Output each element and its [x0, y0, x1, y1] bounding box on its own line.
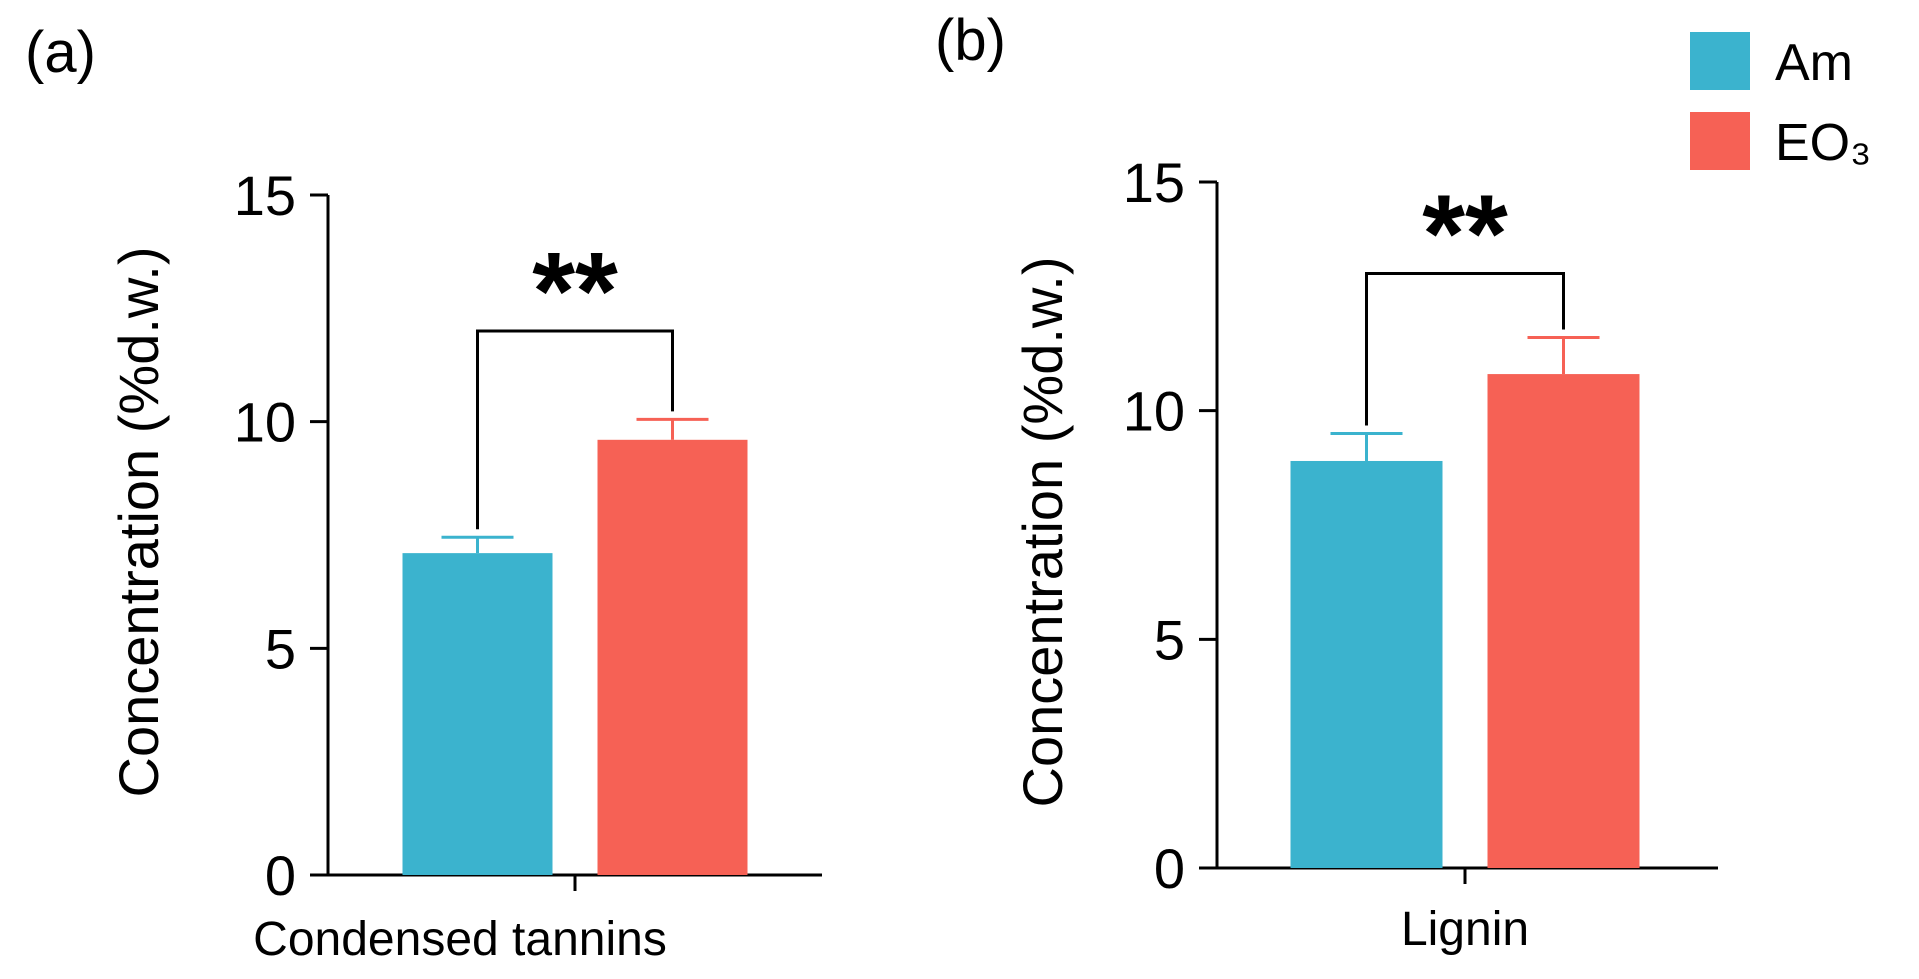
panel-a-y-tick-label: 10	[234, 391, 296, 454]
panel-a-ylabel: Concentration (%d.w.)	[107, 247, 170, 798]
panel-a-significance-label: **	[532, 230, 618, 353]
panel-a-plot: 0 5 10 15 **	[234, 164, 822, 907]
panel-b-bar-am	[1290, 460, 1443, 868]
panel-a-bar-am	[402, 553, 553, 875]
panel-b-y-tick-label: 5	[1154, 608, 1185, 671]
panel-b-y-tick-label: 15	[1123, 151, 1185, 214]
legend: Am EO₃	[1690, 32, 1871, 172]
legend-label-am: Am	[1775, 34, 1853, 92]
panel-b-label: (b)	[935, 8, 1006, 73]
panel-a-y-tick-label: 0	[265, 844, 296, 907]
legend-swatch-am	[1690, 32, 1750, 90]
panel-a: (a) Concentration (%d.w.) 0 5 10 15 ** Conde…	[25, 20, 822, 966]
panel-b: (b) Concentration (%d.w.) 0 5 10 15 ** Ligni…	[935, 8, 1718, 956]
legend-label-eo3: EO₃	[1775, 114, 1871, 172]
panel-b-category-label: Lignin	[1401, 903, 1529, 956]
legend-item-eo3: EO₃	[1690, 112, 1871, 172]
panel-a-y-tick-label: 15	[234, 164, 296, 227]
panel-a-label: (a)	[25, 20, 96, 85]
panel-b-significance-bracket	[1365, 271, 1565, 426]
panel-a-bar-eo3	[597, 439, 748, 875]
panel-a-significance-bracket	[476, 329, 674, 530]
panel-b-significance-label: **	[1422, 172, 1508, 295]
panel-b-plot: 0 5 10 15 **	[1123, 151, 1718, 900]
legend-swatch-eo3	[1690, 112, 1750, 170]
panel-b-y-tick-label: 0	[1154, 837, 1185, 900]
panel-b-ylabel: Concentration (%d.w.)	[1011, 257, 1074, 808]
panel-a-category-label: Condensed tannins	[253, 913, 667, 966]
panel-a-y-tick-label: 5	[265, 617, 296, 680]
panel-b-y-tick-label: 10	[1123, 380, 1185, 443]
legend-item-am: Am	[1690, 32, 1853, 92]
panel-b-bar-eo3	[1487, 374, 1640, 868]
